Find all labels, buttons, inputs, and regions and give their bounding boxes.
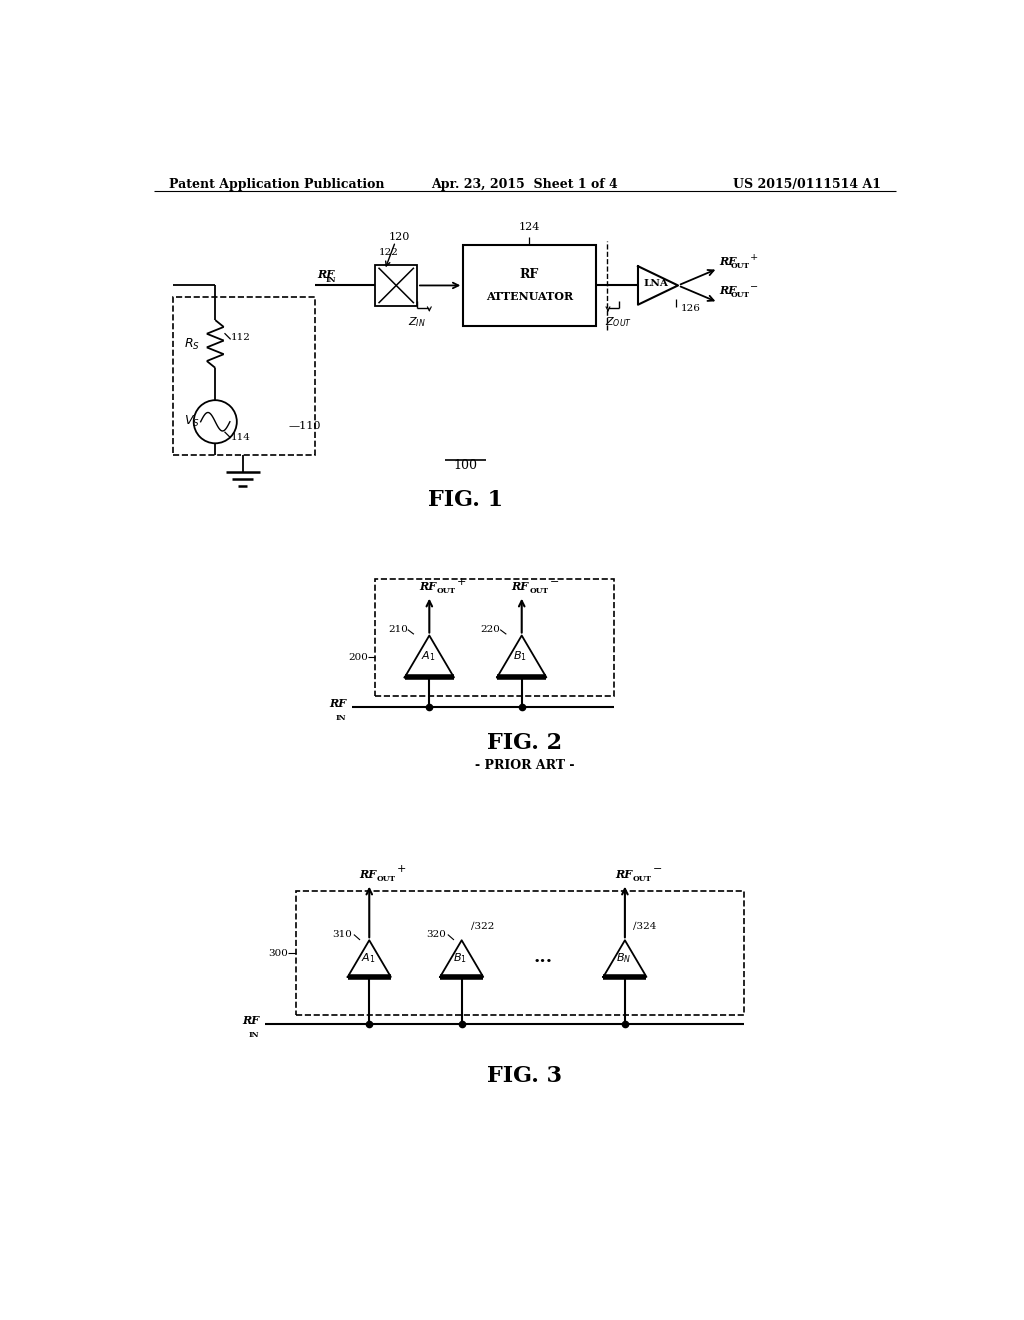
Text: RF: RF: [512, 581, 528, 591]
Text: 122: 122: [379, 248, 398, 257]
Text: 300: 300: [268, 949, 289, 957]
Text: +: +: [750, 253, 758, 263]
Text: $Z_{OUT}$: $Z_{OUT}$: [605, 314, 632, 329]
Text: $B_1$: $B_1$: [454, 950, 467, 965]
Text: ∕324: ∕324: [633, 923, 656, 932]
Text: 120: 120: [388, 232, 410, 242]
Text: ...: ...: [534, 948, 553, 966]
Text: ATTENUATOR: ATTENUATOR: [485, 290, 573, 302]
Text: $A_1$: $A_1$: [360, 950, 375, 965]
Text: OUT: OUT: [730, 292, 750, 300]
Text: Patent Application Publication: Patent Application Publication: [169, 178, 385, 190]
Text: RF: RF: [720, 285, 736, 296]
Text: 112: 112: [230, 333, 251, 342]
Text: —110: —110: [289, 421, 321, 432]
Text: FIG. 3: FIG. 3: [487, 1065, 562, 1088]
Text: 310: 310: [333, 931, 352, 939]
Text: OUT: OUT: [633, 875, 651, 883]
Text: 200: 200: [348, 653, 368, 661]
Text: −: −: [750, 282, 758, 292]
Text: +: +: [457, 577, 466, 586]
Text: 220: 220: [480, 626, 500, 634]
Text: RF: RF: [329, 698, 346, 709]
Text: $Z_{IN}$: $Z_{IN}$: [409, 314, 426, 329]
Text: LNA: LNA: [643, 280, 668, 288]
Text: 320: 320: [426, 931, 446, 939]
Text: −: −: [550, 577, 559, 586]
Text: IN: IN: [326, 276, 336, 284]
Text: IN: IN: [249, 1031, 259, 1039]
Text: RF: RF: [359, 869, 376, 880]
Text: OUT: OUT: [437, 587, 456, 595]
Text: RF: RF: [720, 256, 736, 267]
Text: −: −: [652, 865, 662, 875]
Text: $R_S$: $R_S$: [184, 337, 201, 351]
Text: IN: IN: [336, 714, 346, 722]
Text: RF: RF: [419, 581, 436, 591]
Text: FIG. 2: FIG. 2: [487, 733, 562, 754]
Text: 126: 126: [681, 304, 701, 313]
Text: 114: 114: [230, 433, 251, 442]
Text: OUT: OUT: [730, 263, 750, 271]
Text: FIG. 1: FIG. 1: [428, 490, 503, 511]
Text: ∕322: ∕322: [471, 923, 495, 932]
Text: +: +: [397, 865, 407, 875]
Text: $B_1$: $B_1$: [513, 649, 527, 663]
Text: $A_1$: $A_1$: [421, 649, 435, 663]
Text: Apr. 23, 2015  Sheet 1 of 4: Apr. 23, 2015 Sheet 1 of 4: [431, 178, 618, 190]
Text: 210: 210: [388, 626, 408, 634]
Text: $V_S$: $V_S$: [184, 414, 201, 429]
Text: $B_N$: $B_N$: [615, 950, 631, 965]
Bar: [376, 579, 614, 696]
Text: RF: RF: [242, 1015, 259, 1027]
Bar: [463, 244, 596, 326]
Text: RF: RF: [520, 268, 539, 281]
Text: 100: 100: [454, 459, 477, 471]
Bar: [296, 891, 744, 1015]
Text: OUT: OUT: [529, 587, 549, 595]
Text: OUT: OUT: [377, 875, 396, 883]
Bar: [376, 264, 417, 306]
Text: RF: RF: [316, 269, 334, 280]
Bar: [173, 297, 315, 455]
Text: US 2015/0111514 A1: US 2015/0111514 A1: [732, 178, 881, 190]
Text: 124: 124: [519, 222, 540, 231]
Text: - PRIOR ART -: - PRIOR ART -: [475, 759, 574, 772]
Text: RF: RF: [614, 869, 632, 880]
